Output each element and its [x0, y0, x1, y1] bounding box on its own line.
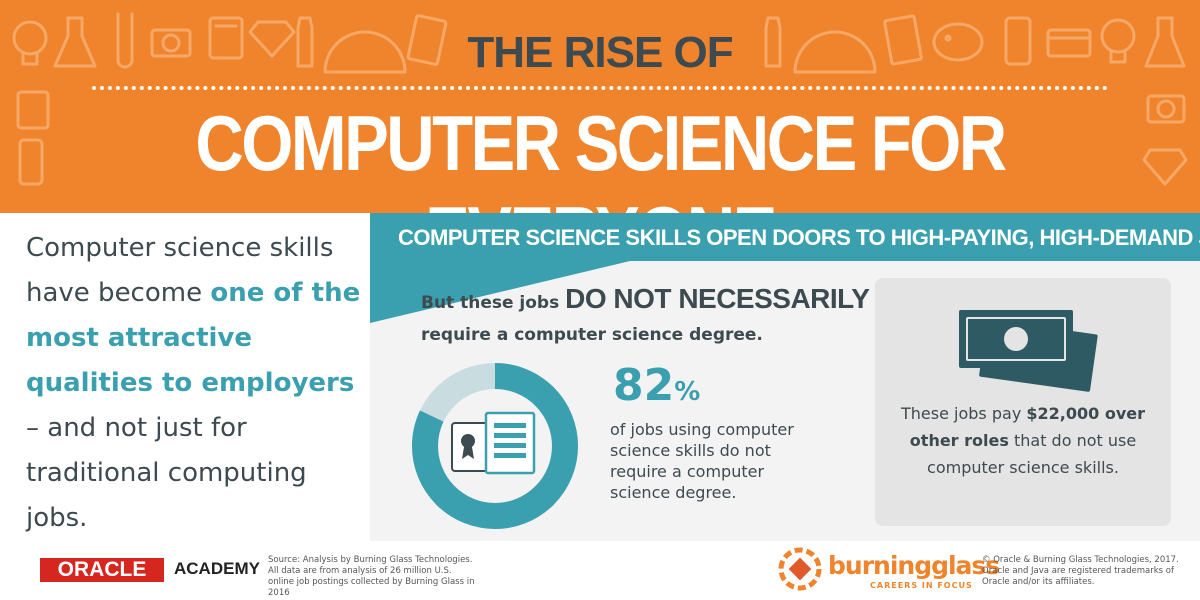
protractor-icon	[793, 30, 877, 74]
flask-icon	[53, 16, 97, 68]
degree-statement: But these jobs DO NOT NECESSARILY requir…	[421, 283, 870, 351]
burning-glass-tagline: CAREERS IN FOCUS	[870, 581, 973, 590]
pay-part2: that do not use computer science skills.	[927, 431, 1137, 477]
book-icon	[406, 14, 448, 66]
statement-emphasis: DO NOT NECESSARILY	[565, 283, 870, 314]
intro-part2: – and not just for traditional computing…	[26, 413, 307, 533]
protractor-icon	[323, 30, 407, 74]
intro-highlight: one of the most attractive qualities to …	[26, 278, 361, 398]
statement-line2: require a computer science degree.	[421, 325, 763, 345]
footer: ORACLE ACADEMY Source: Analysis by Burni…	[0, 541, 1200, 600]
flask-icon	[1144, 16, 1186, 68]
banner-title: COMPUTER SCIENCE SKILLS OPEN DOORS TO HI…	[398, 225, 1200, 250]
stat-number: 82	[613, 360, 675, 411]
bottle-icon	[764, 16, 782, 68]
burning-glass-logo-icon	[778, 547, 822, 591]
statement-prefix: But these jobs	[421, 293, 566, 313]
camera-icon	[1146, 94, 1186, 124]
phone-icon	[18, 138, 44, 186]
stat-unit: %	[674, 377, 701, 407]
calculator-icon	[16, 90, 50, 130]
book-icon	[883, 14, 923, 66]
header-icons-pattern	[12, 12, 1188, 186]
pay-part1: These jobs pay	[901, 404, 1027, 423]
lightbulb-icon	[12, 20, 48, 66]
pay-statement: These jobs pay $22,000 over other roles …	[895, 400, 1151, 481]
donut-value-arc	[412, 363, 578, 529]
source-note: Source: Analysis by Burning Glass Techno…	[268, 555, 475, 598]
copyright-note: © Oracle & Burning Glass Technologies, 2…	[982, 555, 1179, 587]
main-title: COMPUTER SCIENCE FOR EVERYONE	[195, 99, 1007, 213]
dotted-divider	[92, 86, 1108, 90]
intro-text: Computer science skills have become one …	[26, 226, 366, 541]
document-icon	[484, 411, 536, 475]
header-banner: THE RISE OF COMPUTER SCIENCE FOR EVERYON…	[0, 0, 1200, 213]
pay-card: These jobs pay $22,000 over other roles …	[875, 278, 1171, 526]
piggy-bank-icon	[932, 22, 984, 62]
stat-percentage: 82%	[613, 360, 700, 411]
phone-icon	[1004, 16, 1032, 66]
burning-glass-name: burningglass	[828, 551, 1000, 580]
money-icon	[959, 310, 1098, 392]
donut-chart	[412, 363, 578, 529]
test-tube-icon	[116, 12, 134, 69]
academy-label: ACADEMY	[174, 559, 260, 578]
diamond-icon	[1142, 148, 1188, 186]
pay-amount: $22,000 over other roles	[909, 404, 1145, 450]
stat-description: of jobs using computer science skills do…	[610, 420, 794, 502]
oracle-logo: ORACLE	[40, 558, 164, 582]
camera-icon	[150, 28, 192, 58]
intro-part1: Computer science skills have become	[26, 233, 334, 308]
stats-panel: COMPUTER SCIENCE SKILLS OPEN DOORS TO HI…	[370, 213, 1200, 541]
banner-shape	[370, 213, 1200, 323]
title-top: THE RISE OF	[467, 28, 733, 77]
bottle-icon	[296, 16, 314, 68]
diamond-icon	[248, 20, 296, 58]
calculator-icon	[208, 16, 244, 60]
credit-card-icon	[1046, 28, 1092, 58]
lightbulb-icon	[1100, 18, 1136, 64]
